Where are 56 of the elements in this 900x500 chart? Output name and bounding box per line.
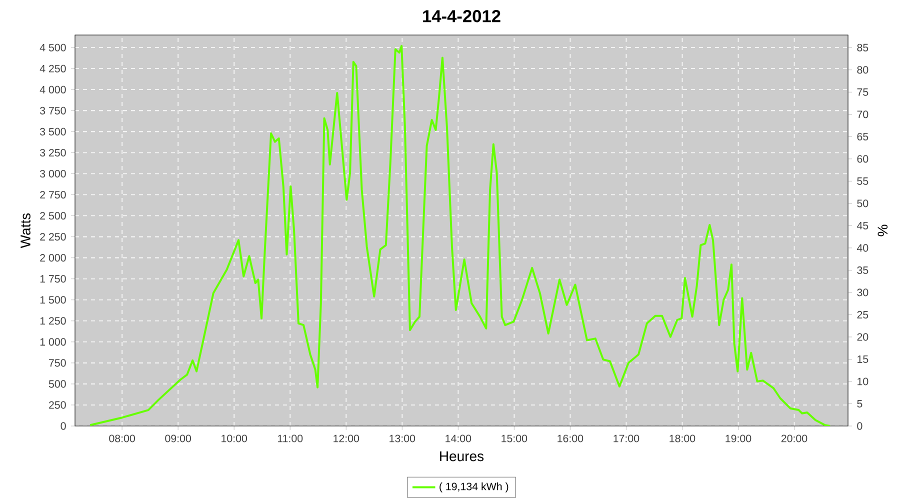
- x-tick-label: 09:00: [165, 434, 191, 442]
- x-tick-label: 10:00: [222, 434, 248, 442]
- y2-tick-label: 25: [857, 310, 868, 318]
- y-tick-label: 4 000: [40, 86, 66, 94]
- x-tick-label: 15:00: [502, 434, 528, 442]
- y2-tick-label: 35: [857, 266, 868, 274]
- y-tick-label: 1 500: [40, 296, 66, 304]
- x-tick-label: 12:00: [334, 434, 360, 442]
- legend-label: ( 19,134 kWh ): [440, 482, 508, 492]
- y2-tick-label: 40: [856, 244, 868, 252]
- y-tick-label: 2 500: [40, 212, 66, 220]
- y-tick-label: 3 000: [40, 170, 66, 178]
- y2-tick-label: 45: [856, 222, 868, 230]
- y2-tick-label: 65: [857, 132, 868, 140]
- y2-tick-label: 85: [857, 44, 868, 52]
- y2-tick-label: 75: [857, 88, 868, 96]
- x-tick-label: 20:00: [781, 434, 808, 442]
- y-tick-label: 3 500: [40, 128, 66, 136]
- y-tick-label: 4 250: [40, 64, 66, 72]
- y2-tick-label: 55: [857, 177, 868, 185]
- line-series: [89, 44, 832, 426]
- y-tick-label: 2 750: [40, 190, 66, 199]
- y-tick-label: 1 250: [40, 317, 66, 325]
- x-tick-label: 08:00: [109, 434, 135, 442]
- y-tick-label: 0: [60, 422, 66, 430]
- chart-title: 14-4-2012: [423, 10, 500, 22]
- x-tick-label: 17:00: [614, 434, 640, 442]
- y-tick-label: 3 750: [40, 106, 66, 114]
- y2-tick-label: 70: [857, 110, 868, 118]
- y2-tick-label: 15: [858, 356, 868, 363]
- x-axis-title: Heures: [440, 451, 484, 462]
- y-tick-label: 3 250: [40, 148, 66, 156]
- y2-tick-label: 20: [857, 333, 868, 341]
- x-tick-label: 18:00: [670, 434, 696, 442]
- y2-tick-label: 5: [857, 400, 862, 408]
- y-tick-label: 4 500: [40, 44, 66, 52]
- y2-axis-title: %: [878, 224, 888, 236]
- y2-tick-label: 50: [857, 200, 868, 208]
- x-tick-label: 11:00: [278, 434, 303, 442]
- y-tick-label: 2 250: [40, 233, 66, 241]
- y-tick-label: 500: [48, 380, 66, 388]
- y-tick-label: 750: [49, 359, 66, 367]
- y2-tick-label: 0: [857, 422, 862, 430]
- y-tick-label: 250: [49, 401, 66, 409]
- y2-tick-label: 30: [857, 288, 868, 296]
- y-tick-label: 1 000: [40, 338, 66, 346]
- x-tick-label: 13:00: [390, 434, 416, 442]
- x-tick-label: 16:00: [558, 434, 584, 442]
- y2-tick-label: 60: [857, 155, 868, 163]
- y-axis-title: Watts: [20, 213, 30, 248]
- y-tick-label: 1 750: [40, 275, 66, 283]
- x-tick-label: 19:00: [726, 434, 752, 442]
- y2-tick-label: 10: [858, 378, 868, 386]
- x-tick-label: 14:00: [446, 434, 472, 442]
- y2-tick-label: 80: [857, 66, 868, 74]
- y-tick-label: 2 000: [40, 254, 66, 262]
